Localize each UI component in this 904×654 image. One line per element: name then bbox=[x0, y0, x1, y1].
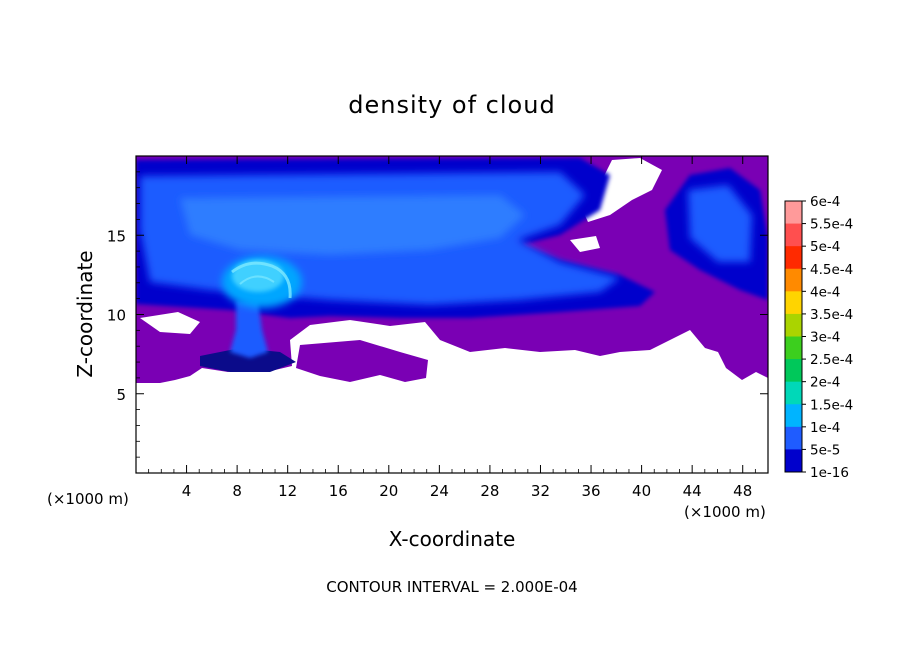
y-axis-label: Z-coordinate bbox=[73, 250, 97, 377]
colorbar-swatch bbox=[785, 449, 802, 473]
x-tick-label: 40 bbox=[632, 482, 651, 500]
colorbar-label: 1.5e-4 bbox=[810, 397, 853, 413]
colorbar-swatch bbox=[785, 359, 802, 383]
y-axis-ticks: 5 10 15 bbox=[107, 171, 768, 458]
colorbar-swatch bbox=[785, 268, 802, 292]
colorbar-label: 3e-4 bbox=[810, 330, 840, 346]
colorbar-label: 6e-4 bbox=[810, 194, 840, 210]
x-axis-ticks: 4 8 12 16 20 24 28 32 36 40 44 48 bbox=[148, 156, 756, 500]
contour-interval-note: CONTOUR INTERVAL = 2.000E-04 bbox=[326, 578, 577, 596]
colorbar-label: 5e-5 bbox=[810, 442, 840, 458]
density-field bbox=[136, 156, 768, 473]
colorbar-swatch bbox=[785, 426, 802, 450]
colorbar-label: 4.5e-4 bbox=[810, 262, 853, 278]
colorbar-label: 1e-4 bbox=[810, 420, 840, 436]
x-tick-label: 8 bbox=[232, 482, 242, 500]
colorbar-swatch bbox=[785, 201, 802, 225]
colorbar-label: 3.5e-4 bbox=[810, 307, 853, 323]
x-unit-left: (×1000 m) bbox=[47, 490, 129, 508]
x-tick-label: 4 bbox=[182, 482, 192, 500]
density-region-1e-4 bbox=[688, 185, 752, 262]
x-tick-label: 24 bbox=[430, 482, 449, 500]
x-tick-label: 36 bbox=[581, 482, 600, 500]
y-tick-label: 10 bbox=[107, 307, 126, 325]
x-tick-label: 48 bbox=[733, 482, 752, 500]
y-tick-label: 15 bbox=[107, 227, 126, 245]
x-unit-right: (×1000 m) bbox=[684, 503, 766, 521]
plume-swirl bbox=[231, 261, 292, 299]
density-region-1e-4 bbox=[230, 300, 268, 358]
colorbar-label: 5e-4 bbox=[810, 239, 840, 255]
colorbar-swatch bbox=[785, 246, 802, 270]
colorbar-swatch bbox=[785, 381, 802, 405]
colorbar-swatch bbox=[785, 291, 802, 315]
x-axis-label: X-coordinate bbox=[389, 527, 516, 551]
x-tick-label: 32 bbox=[531, 482, 550, 500]
x-tick-label: 20 bbox=[379, 482, 398, 500]
colorbar-label: 5.5e-4 bbox=[810, 217, 853, 233]
plume-swirl bbox=[239, 275, 275, 285]
x-tick-label: 12 bbox=[278, 482, 297, 500]
colorbar-swatch bbox=[785, 336, 802, 360]
colorbar-swatch bbox=[785, 313, 802, 337]
colorbar-label: 1e-16 bbox=[810, 465, 849, 481]
x-tick-label: 28 bbox=[480, 482, 499, 500]
x-tick-label: 16 bbox=[329, 482, 348, 500]
colorbar-label: 2e-4 bbox=[810, 375, 840, 391]
density-region-5e-5 bbox=[200, 348, 296, 372]
chart-title: density of cloud bbox=[348, 91, 555, 119]
colorbar: 6e-4 5.5e-4 5e-4 4.5e-4 4e-4 3.5e-4 3e-4 2.5e-4… bbox=[784, 194, 853, 481]
density-region-low bbox=[296, 340, 428, 382]
clear-sky-region bbox=[570, 236, 600, 252]
colorbar-swatch bbox=[785, 223, 802, 247]
clear-sky-region bbox=[140, 312, 200, 334]
y-tick-label: 5 bbox=[116, 386, 126, 404]
x-tick-label: 44 bbox=[683, 482, 702, 500]
colorbar-label: 4e-4 bbox=[810, 284, 840, 300]
colorbar-swatch bbox=[785, 404, 802, 428]
density-region-1-5e-4 bbox=[180, 195, 525, 255]
colorbar-label: 2.5e-4 bbox=[810, 352, 853, 368]
